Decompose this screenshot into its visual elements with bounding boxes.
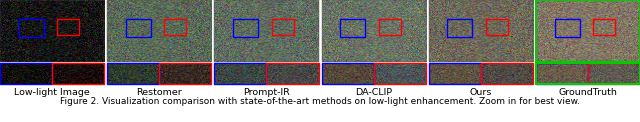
Text: GroundTruth: GroundTruth xyxy=(559,88,618,97)
Bar xyxy=(536,63,588,84)
Bar xyxy=(107,63,159,84)
Bar xyxy=(555,19,580,37)
Bar xyxy=(266,63,319,84)
Bar xyxy=(536,0,640,62)
Bar xyxy=(0,63,52,84)
Bar xyxy=(588,63,640,84)
Bar xyxy=(321,63,374,84)
Text: Restomer: Restomer xyxy=(136,88,182,97)
Bar xyxy=(271,19,294,35)
Bar xyxy=(429,0,533,62)
Bar xyxy=(214,0,319,62)
Bar xyxy=(19,19,44,37)
Bar xyxy=(159,63,211,84)
Bar xyxy=(214,63,266,84)
Bar xyxy=(374,63,426,84)
Bar xyxy=(164,19,186,35)
Bar xyxy=(536,63,640,84)
Bar xyxy=(233,19,258,37)
Text: Ours: Ours xyxy=(470,88,492,97)
Bar xyxy=(429,63,481,84)
Bar xyxy=(486,19,508,35)
Bar xyxy=(593,19,615,35)
Bar xyxy=(126,19,151,37)
Bar xyxy=(481,63,533,84)
Bar xyxy=(52,63,104,84)
Bar xyxy=(536,0,640,62)
Text: DA-CLIP: DA-CLIP xyxy=(355,88,392,97)
Bar xyxy=(107,0,211,62)
Bar xyxy=(447,19,472,37)
Bar xyxy=(58,19,79,35)
Bar xyxy=(340,19,365,37)
Bar xyxy=(321,0,426,62)
Bar xyxy=(0,0,104,62)
Bar xyxy=(379,19,401,35)
Text: Figure 2. Visualization comparison with state-of-the-art methods on low-light en: Figure 2. Visualization comparison with … xyxy=(60,97,580,107)
Text: Low-light Image: Low-light Image xyxy=(14,88,90,97)
Text: Prompt-IR: Prompt-IR xyxy=(243,88,290,97)
